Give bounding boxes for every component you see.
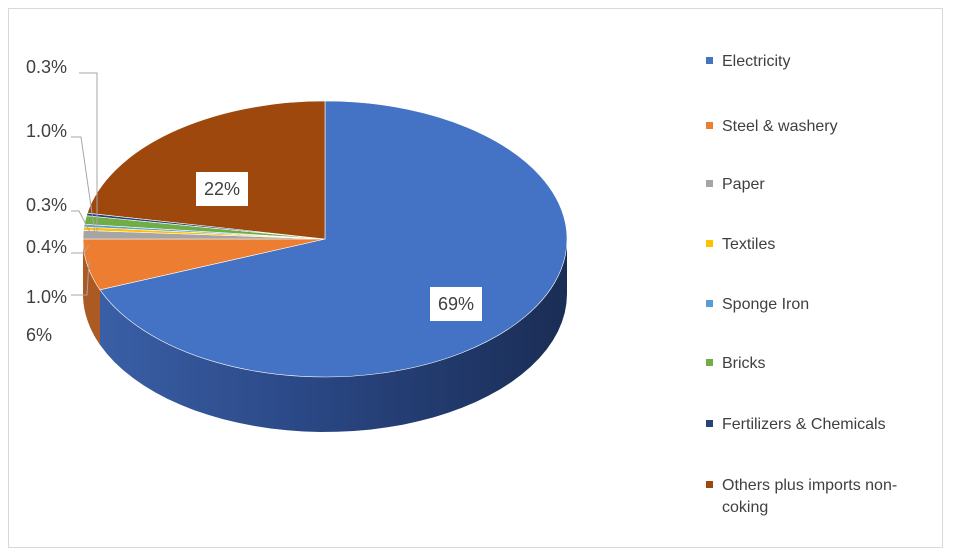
- data-label-box-0: [430, 287, 482, 321]
- legend-item-3: Textiles: [706, 234, 936, 256]
- pie-chart: 69% 6% 1.0% 0.4% 0.3% 1.0% 0.3% 22%: [26, 57, 568, 432]
- legend-label: Fertilizers & Chemicals: [722, 416, 886, 433]
- legend-label: Sponge Iron: [722, 296, 810, 313]
- legend-swatch: [706, 180, 713, 187]
- legend-swatch: [706, 420, 713, 427]
- legend-label: Electricity: [722, 53, 791, 70]
- legend-item-0: Electricity: [706, 51, 936, 73]
- data-label-6: 0.3%: [26, 57, 67, 77]
- legend-item-1: Steel & washery: [706, 116, 936, 138]
- leader-line-2: [71, 260, 90, 296]
- data-label-box-7: [196, 172, 248, 206]
- data-label-3: 0.4%: [26, 237, 67, 257]
- legend-swatch: [706, 300, 713, 307]
- data-label-5: 1.0%: [26, 121, 67, 141]
- data-label-4: 0.3%: [26, 195, 67, 215]
- data-label-0: 69%: [438, 294, 474, 314]
- legend-swatch: [706, 122, 713, 129]
- chart-frame: 69% 6% 1.0% 0.4% 0.3% 1.0% 0.3% 22% Electricity…: [8, 8, 943, 548]
- legend-item-7: Others plus imports non-coking: [706, 475, 936, 519]
- data-label-7: 22%: [204, 179, 240, 199]
- leader-line-5: [71, 136, 96, 235]
- legend-label: Textiles: [722, 236, 776, 253]
- legend-item-5: Bricks: [706, 353, 936, 375]
- leader-line-3: [71, 244, 90, 254]
- legend-item-4: Sponge Iron: [706, 294, 936, 316]
- pie-slice-7: [86, 100, 326, 240]
- legend-swatch: [706, 359, 713, 366]
- legend-swatch: [706, 240, 713, 247]
- legend-label: Steel & washery: [722, 118, 838, 135]
- pie-slice-side-0: [100, 239, 567, 432]
- legend-label: Bricks: [722, 355, 766, 372]
- legend-item-6: Fertilizers & Chemicals: [706, 414, 936, 436]
- legend-item-2: Paper: [706, 174, 936, 196]
- leader-line-6: [79, 72, 98, 232]
- leader-line-4: [71, 210, 94, 239]
- legend-label: Others plus imports non-coking: [722, 477, 898, 516]
- legend-label: Paper: [722, 176, 765, 193]
- data-label-2: 1.0%: [26, 287, 67, 307]
- data-label-1: 6%: [26, 325, 52, 345]
- legend-swatch: [706, 481, 713, 488]
- legend-swatch: [706, 57, 713, 64]
